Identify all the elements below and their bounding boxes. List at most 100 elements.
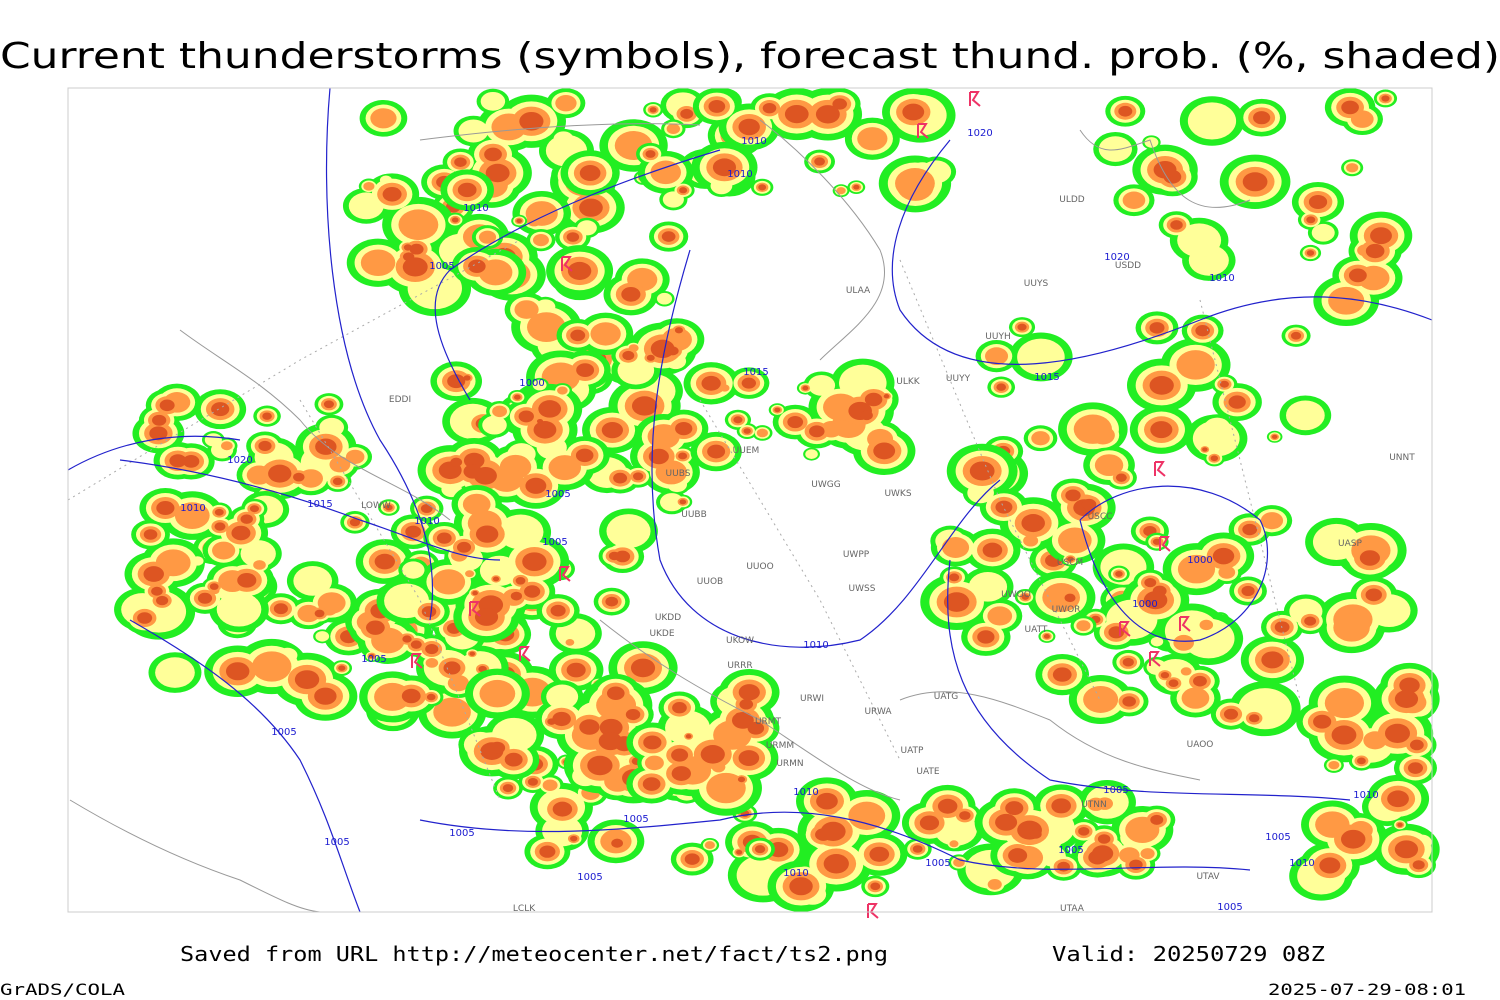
shade-blob	[1064, 593, 1076, 603]
shade-blob	[1357, 265, 1390, 291]
shade-blob	[458, 119, 489, 143]
shade-blob	[575, 448, 594, 463]
station-label: UWSS	[849, 584, 876, 594]
station-label: UTAA	[1060, 904, 1085, 914]
shade-blob	[258, 440, 272, 452]
shade-blob	[1081, 498, 1097, 510]
shade-blob	[462, 493, 491, 516]
shade-blob	[510, 591, 523, 601]
shade-blob	[515, 577, 526, 585]
shade-blob	[317, 592, 346, 614]
shade-blob	[315, 438, 337, 455]
shade-blob	[209, 583, 219, 590]
storm-symbol	[917, 123, 929, 139]
shade-blob	[857, 127, 888, 151]
isobar-label: 1010	[783, 868, 808, 879]
shade-blob	[368, 653, 375, 659]
shade-blob	[869, 846, 890, 862]
shade-blob	[1108, 626, 1125, 639]
shade-blob	[1052, 667, 1072, 682]
shade-blob	[1153, 160, 1177, 179]
shade-blob	[1328, 760, 1340, 770]
isobar-label: 1005	[271, 727, 296, 738]
shade-blob	[671, 766, 692, 781]
shade-blob	[1399, 677, 1420, 694]
shade-blob	[590, 322, 621, 346]
shade-blob	[1091, 845, 1114, 862]
shade-blob	[701, 375, 721, 391]
station-label: UUYH	[985, 332, 1010, 342]
shade-blob	[402, 561, 425, 579]
station-label: UKDD	[655, 613, 681, 623]
shade-blob	[1122, 657, 1134, 667]
shade-blob	[1058, 527, 1092, 554]
shade-blob	[738, 750, 760, 766]
shade-blob	[1195, 325, 1210, 337]
shade-blob	[577, 220, 597, 236]
shade-blob	[552, 801, 573, 817]
shade-blob	[297, 604, 320, 623]
shade-blob	[1094, 454, 1124, 477]
shade-blob	[1150, 814, 1164, 825]
shade-blob	[739, 699, 754, 710]
storm-symbol	[519, 646, 531, 662]
isobar-label: 1005	[542, 537, 567, 548]
shade-blob	[1242, 523, 1258, 536]
station-label: USDD	[1115, 261, 1141, 271]
isobar-label: 1015	[743, 367, 768, 378]
title: Current thunderstorms (symbols), forecas…	[0, 36, 1500, 77]
station-label: UATE	[916, 767, 940, 777]
isobar-label: 1010	[414, 516, 439, 527]
isobar-label: 1005	[577, 872, 602, 883]
isobar-label: 1000	[1187, 555, 1212, 566]
shade-blob	[345, 449, 365, 464]
shade-blob	[156, 595, 169, 606]
shade-blob	[221, 441, 233, 451]
shade-blob	[860, 410, 873, 421]
shade-blob	[1271, 434, 1278, 439]
shade-blob	[492, 405, 508, 418]
software: GrADS/COLA	[0, 980, 125, 999]
shade-blob	[1029, 829, 1042, 839]
isobar-label: 1005	[429, 261, 454, 272]
probability-shading	[114, 88, 1440, 912]
shade-blob	[385, 504, 393, 511]
station-label: URWI	[800, 694, 824, 704]
shade-blob	[249, 505, 259, 513]
shade-blob	[774, 407, 781, 413]
shade-blob	[646, 354, 655, 361]
shade-blob	[1223, 708, 1239, 720]
shade-blob	[143, 566, 164, 582]
shade-blob	[1115, 473, 1127, 482]
shade-blob	[659, 493, 684, 512]
shade-blob	[314, 609, 325, 618]
shade-blob	[995, 500, 1013, 514]
shade-blob	[832, 98, 848, 110]
shade-blob	[836, 187, 846, 195]
shade-blob	[159, 399, 175, 412]
isobars	[67, 87, 1433, 913]
shade-blob	[621, 287, 641, 302]
valid-time: Valid: 20250729 08Z	[1052, 942, 1325, 966]
isobar-label: 1015	[1034, 372, 1059, 383]
station-label: UUEM	[733, 446, 760, 456]
shade-blob	[485, 163, 510, 183]
shade-blob	[949, 573, 960, 582]
shade-blob	[787, 415, 804, 429]
shade-blob	[156, 501, 175, 516]
shade-blob	[1005, 801, 1024, 816]
shade-blob	[1031, 431, 1050, 446]
shade-blob	[149, 426, 168, 441]
shade-blob	[1073, 414, 1112, 444]
shade-blob	[525, 477, 547, 494]
shade-blob	[704, 841, 715, 850]
station-label: UKDE	[649, 629, 674, 639]
station-label: UUOB	[697, 577, 723, 587]
shade-blob	[443, 661, 461, 675]
shade-blob	[1144, 137, 1159, 148]
shade-blob	[656, 292, 673, 305]
shade-blob	[1187, 102, 1237, 140]
station-label: UWPP	[843, 550, 870, 560]
shade-blob	[736, 849, 743, 855]
